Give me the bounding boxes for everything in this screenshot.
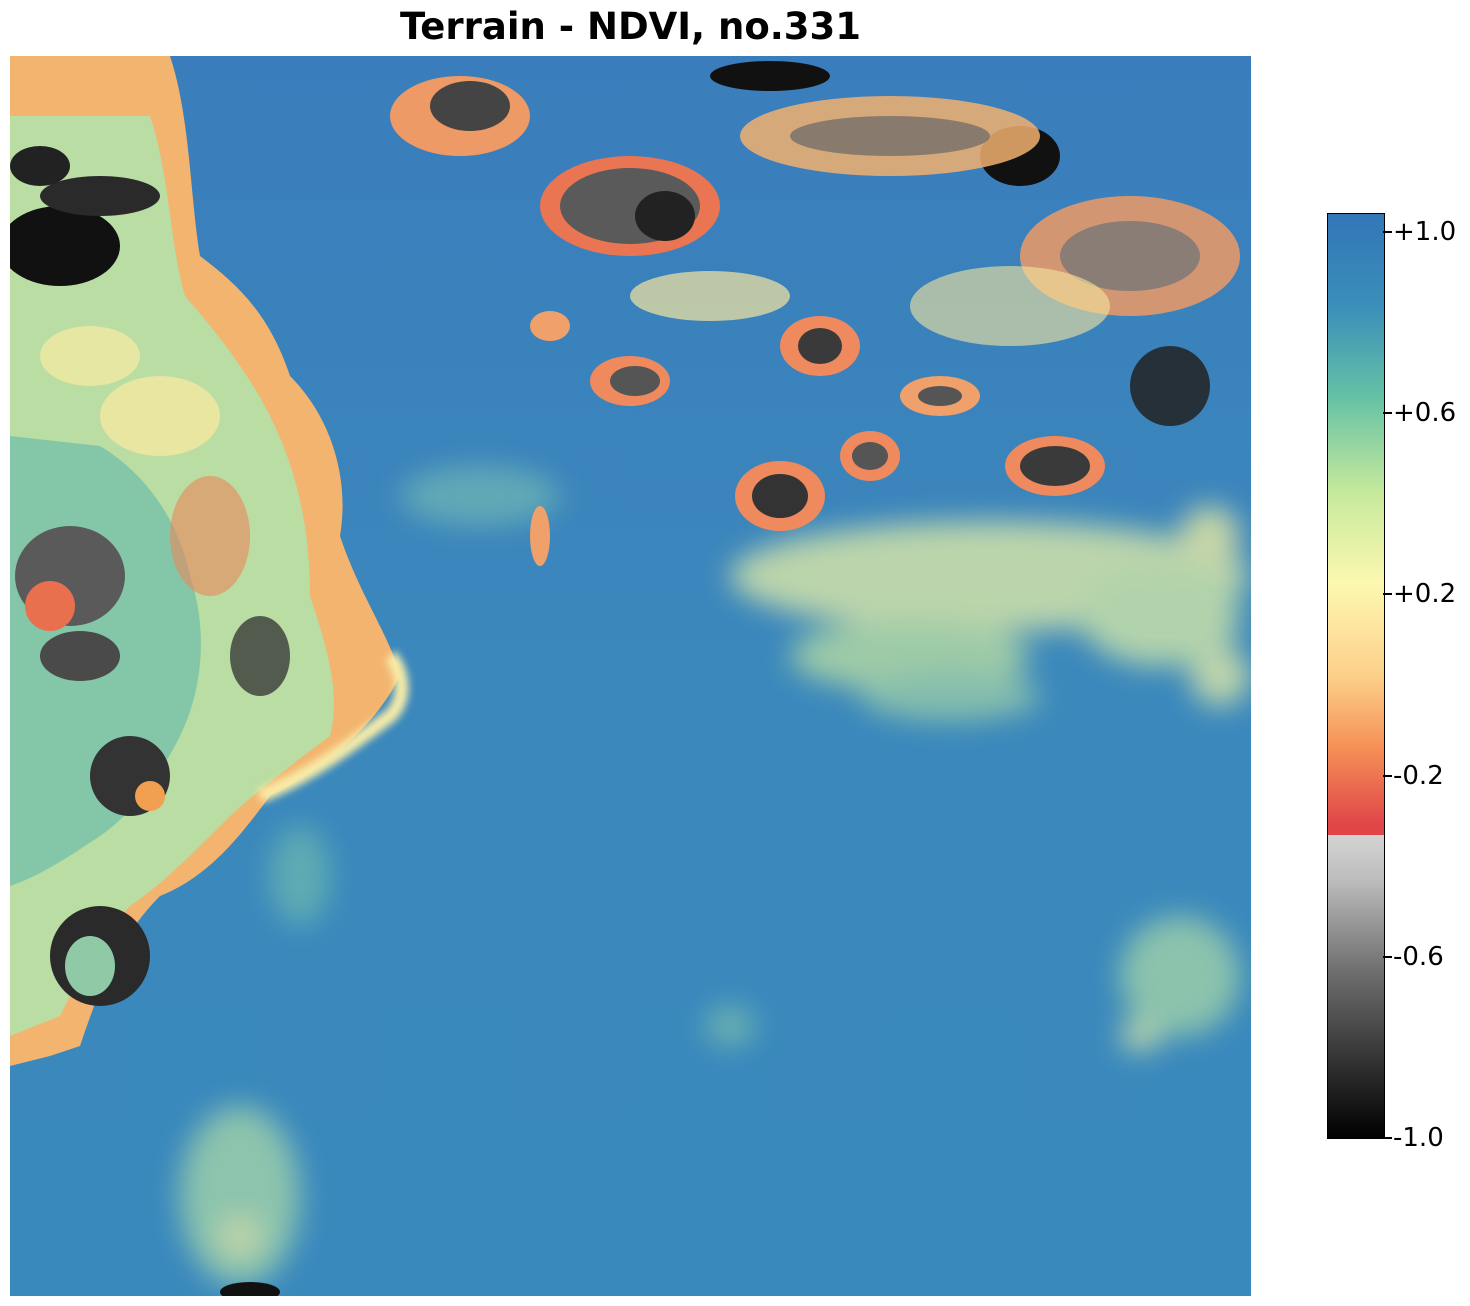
ndvi-map-image xyxy=(10,56,1251,1296)
colorbar-tick-label: +0.6 xyxy=(1393,398,1457,429)
colorbar-tick-mark xyxy=(1383,1137,1392,1139)
colorbar-tick-label: -0.6 xyxy=(1393,941,1444,972)
colorbar-tick-label: +1.0 xyxy=(1393,217,1457,247)
colorbar-tick-label: -1.0 xyxy=(1393,1123,1444,1153)
colorbar-tick-mark xyxy=(1383,593,1392,596)
colorbar-tick-mark xyxy=(1383,412,1392,415)
colorbar-tick-label: +0.2 xyxy=(1393,579,1457,610)
colorbar-tick-label: -0.2 xyxy=(1393,760,1444,791)
colorbar-tick-mark xyxy=(1383,955,1392,958)
colorbar-gradient xyxy=(1327,213,1385,1139)
colorbar xyxy=(1327,213,1392,1139)
plot-title: Terrain - NDVI, no.331 xyxy=(399,5,862,48)
colorbar-tick-mark xyxy=(1383,231,1392,233)
colorbar-tick-mark xyxy=(1383,774,1392,777)
